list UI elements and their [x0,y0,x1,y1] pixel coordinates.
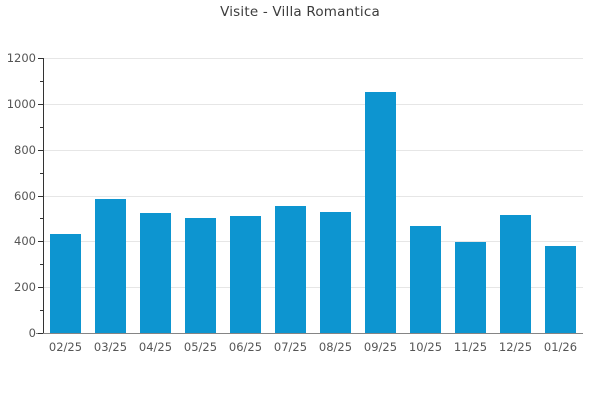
y-minor-tick [40,126,43,128]
y-gridline [43,58,583,59]
y-gridline [43,195,583,197]
y-major-tick [38,103,43,105]
y-minor-tick [40,80,43,82]
x-tick-label-12/25: 12/25 [498,340,533,354]
y-major-tick [38,287,43,289]
y-major-tick [38,58,43,59]
x-tick-label-06/25: 06/25 [228,340,263,354]
bar-01/26 [545,245,576,333]
y-gridline [43,149,583,151]
bar-06/25 [230,216,261,333]
y-tick-label: 200 [14,280,36,295]
y-tick-label: 1200 [6,51,36,65]
bar-05/25 [185,218,216,333]
y-minor-tick [40,172,43,174]
y-major-tick [38,195,43,197]
y-gridline [43,103,583,105]
bar-08/25 [320,211,351,333]
x-axis-line [36,333,583,334]
chart-title: Visite - Villa Romantica [220,4,380,20]
y-tick-label: 0 [28,326,36,340]
x-tick-label-01/26: 01/26 [543,340,578,354]
y-tick-label: 400 [14,234,36,249]
bar-04/25 [140,212,171,333]
y-tick-label: 1000 [6,96,36,111]
bar-02/25 [50,234,81,333]
x-tick-label-05/25: 05/25 [183,340,218,354]
y-major-tick [38,333,43,334]
y-tick-label: 800 [14,142,36,157]
x-tick-label-07/25: 07/25 [273,340,308,354]
bar-03/25 [95,198,126,333]
x-tick-label-08/25: 08/25 [318,340,353,354]
x-tick-label-09/25: 09/25 [363,340,398,354]
x-tick-label-10/25: 10/25 [408,340,443,354]
x-tick-label-11/25: 11/25 [453,340,488,354]
y-minor-tick [40,218,43,220]
x-tick-label-03/25: 03/25 [93,340,128,354]
y-tick-label: 600 [14,188,36,203]
y-minor-tick [40,310,43,312]
y-minor-tick [40,264,43,266]
y-major-tick [38,149,43,151]
bar-11/25 [455,242,486,333]
x-tick-label-02/25: 02/25 [48,340,83,354]
x-tick-label-04/25: 04/25 [138,340,173,354]
y-major-tick [38,241,43,243]
bar-09/25 [365,92,396,333]
bar-07/25 [275,205,306,333]
y-axis-line [43,58,44,334]
bar-12/25 [500,214,531,333]
bar-10/25 [410,226,441,333]
